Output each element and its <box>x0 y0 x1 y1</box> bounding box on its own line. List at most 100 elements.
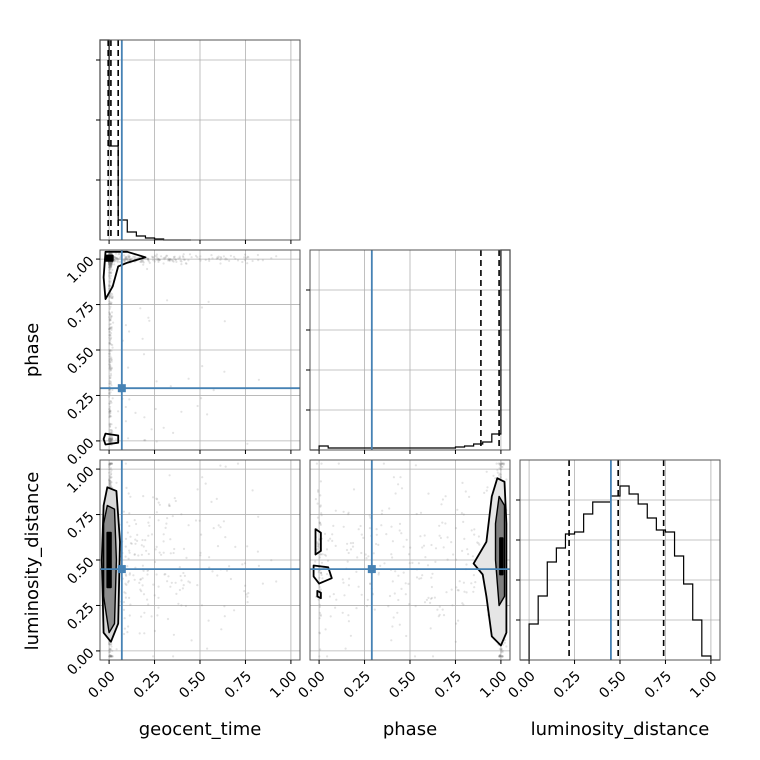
sample-point <box>111 297 114 300</box>
sample-point <box>325 548 329 551</box>
sample-point <box>357 528 360 531</box>
sample-point <box>461 602 464 605</box>
sample-point <box>223 320 226 323</box>
sample-point <box>146 598 149 601</box>
sample-point <box>109 366 112 369</box>
sample-point <box>132 255 135 258</box>
sample-point <box>247 592 250 595</box>
sample-point <box>110 440 113 443</box>
sample-point <box>124 258 127 261</box>
sample-point <box>157 519 160 522</box>
x-tick-label: 0.25 <box>131 668 164 701</box>
sample-point <box>109 436 112 440</box>
sample-point <box>110 261 113 264</box>
sample-point <box>108 655 111 658</box>
sample-point <box>434 547 438 550</box>
sample-point <box>124 545 127 548</box>
sample-point <box>198 257 201 260</box>
sample-point <box>500 650 503 653</box>
sample-point <box>109 423 112 426</box>
sample-point <box>110 315 114 318</box>
sample-point <box>134 256 137 259</box>
sample-point <box>108 654 112 657</box>
sample-point <box>150 615 153 618</box>
grid-lines <box>100 40 720 660</box>
sample-point <box>215 257 218 260</box>
sample-point <box>141 584 144 587</box>
sample-point <box>138 632 141 635</box>
sample-point <box>109 415 112 418</box>
sample-point <box>108 266 111 269</box>
sample-point <box>439 536 442 540</box>
sample-point <box>110 261 113 264</box>
sample-point <box>109 440 112 443</box>
sample-point <box>127 581 130 584</box>
sample-point <box>109 317 112 320</box>
sample-point <box>108 360 112 363</box>
sample-point <box>502 463 505 466</box>
sample-point <box>499 654 502 657</box>
sample-point <box>210 500 213 503</box>
sample-point <box>247 256 250 259</box>
sample-point <box>246 601 249 604</box>
sample-point <box>141 564 144 567</box>
sample-point <box>110 261 113 264</box>
sample-point <box>109 429 113 432</box>
sample-point <box>108 280 111 283</box>
sample-point <box>434 560 437 564</box>
sample-point <box>109 367 112 371</box>
sample-point <box>155 497 158 500</box>
sample-point <box>180 579 183 582</box>
sample-point <box>349 634 352 637</box>
sample-point <box>357 585 360 588</box>
sample-point <box>108 438 111 441</box>
sample-point <box>318 556 322 559</box>
sample-point <box>108 410 111 413</box>
sample-point <box>228 259 231 262</box>
sample-point <box>398 623 401 626</box>
sample-point <box>473 586 476 589</box>
sample-point <box>351 545 355 548</box>
sample-point <box>169 385 172 388</box>
sample-point <box>172 633 175 636</box>
sample-point <box>158 258 161 262</box>
sample-point <box>270 559 273 562</box>
sample-point <box>111 268 114 271</box>
sample-point <box>111 397 114 400</box>
sample-point <box>183 574 186 578</box>
sample-point <box>108 261 111 264</box>
sample-point <box>452 553 455 556</box>
sample-point <box>109 332 113 335</box>
sample-point <box>500 462 503 465</box>
sample-point <box>108 389 111 392</box>
sample-point <box>110 263 113 266</box>
sample-point <box>108 284 111 287</box>
sample-point <box>109 265 113 268</box>
sample-point <box>162 256 165 260</box>
sample-point <box>109 261 112 264</box>
sample-point <box>142 593 146 596</box>
sample-point <box>124 258 127 261</box>
sample-point <box>326 573 329 576</box>
sample-point <box>223 605 226 608</box>
sample-point <box>114 256 117 259</box>
sample-point <box>109 281 112 284</box>
sample-point <box>122 258 126 261</box>
sample-point <box>110 356 113 360</box>
histogram-luminosity_distance <box>520 485 720 661</box>
sample-point <box>346 560 349 563</box>
sample-point <box>125 583 128 587</box>
sample-point <box>318 521 321 525</box>
sample-point <box>225 569 229 572</box>
sample-point <box>234 257 237 260</box>
sample-point <box>461 481 464 484</box>
sample-point <box>502 462 505 465</box>
sample-point <box>502 643 505 646</box>
sample-point <box>241 260 244 264</box>
sample-point <box>261 259 264 262</box>
sample-point <box>316 541 319 544</box>
sample-point <box>147 258 150 262</box>
sample-point <box>318 605 321 609</box>
sample-point <box>108 271 111 275</box>
sample-point <box>110 295 113 298</box>
